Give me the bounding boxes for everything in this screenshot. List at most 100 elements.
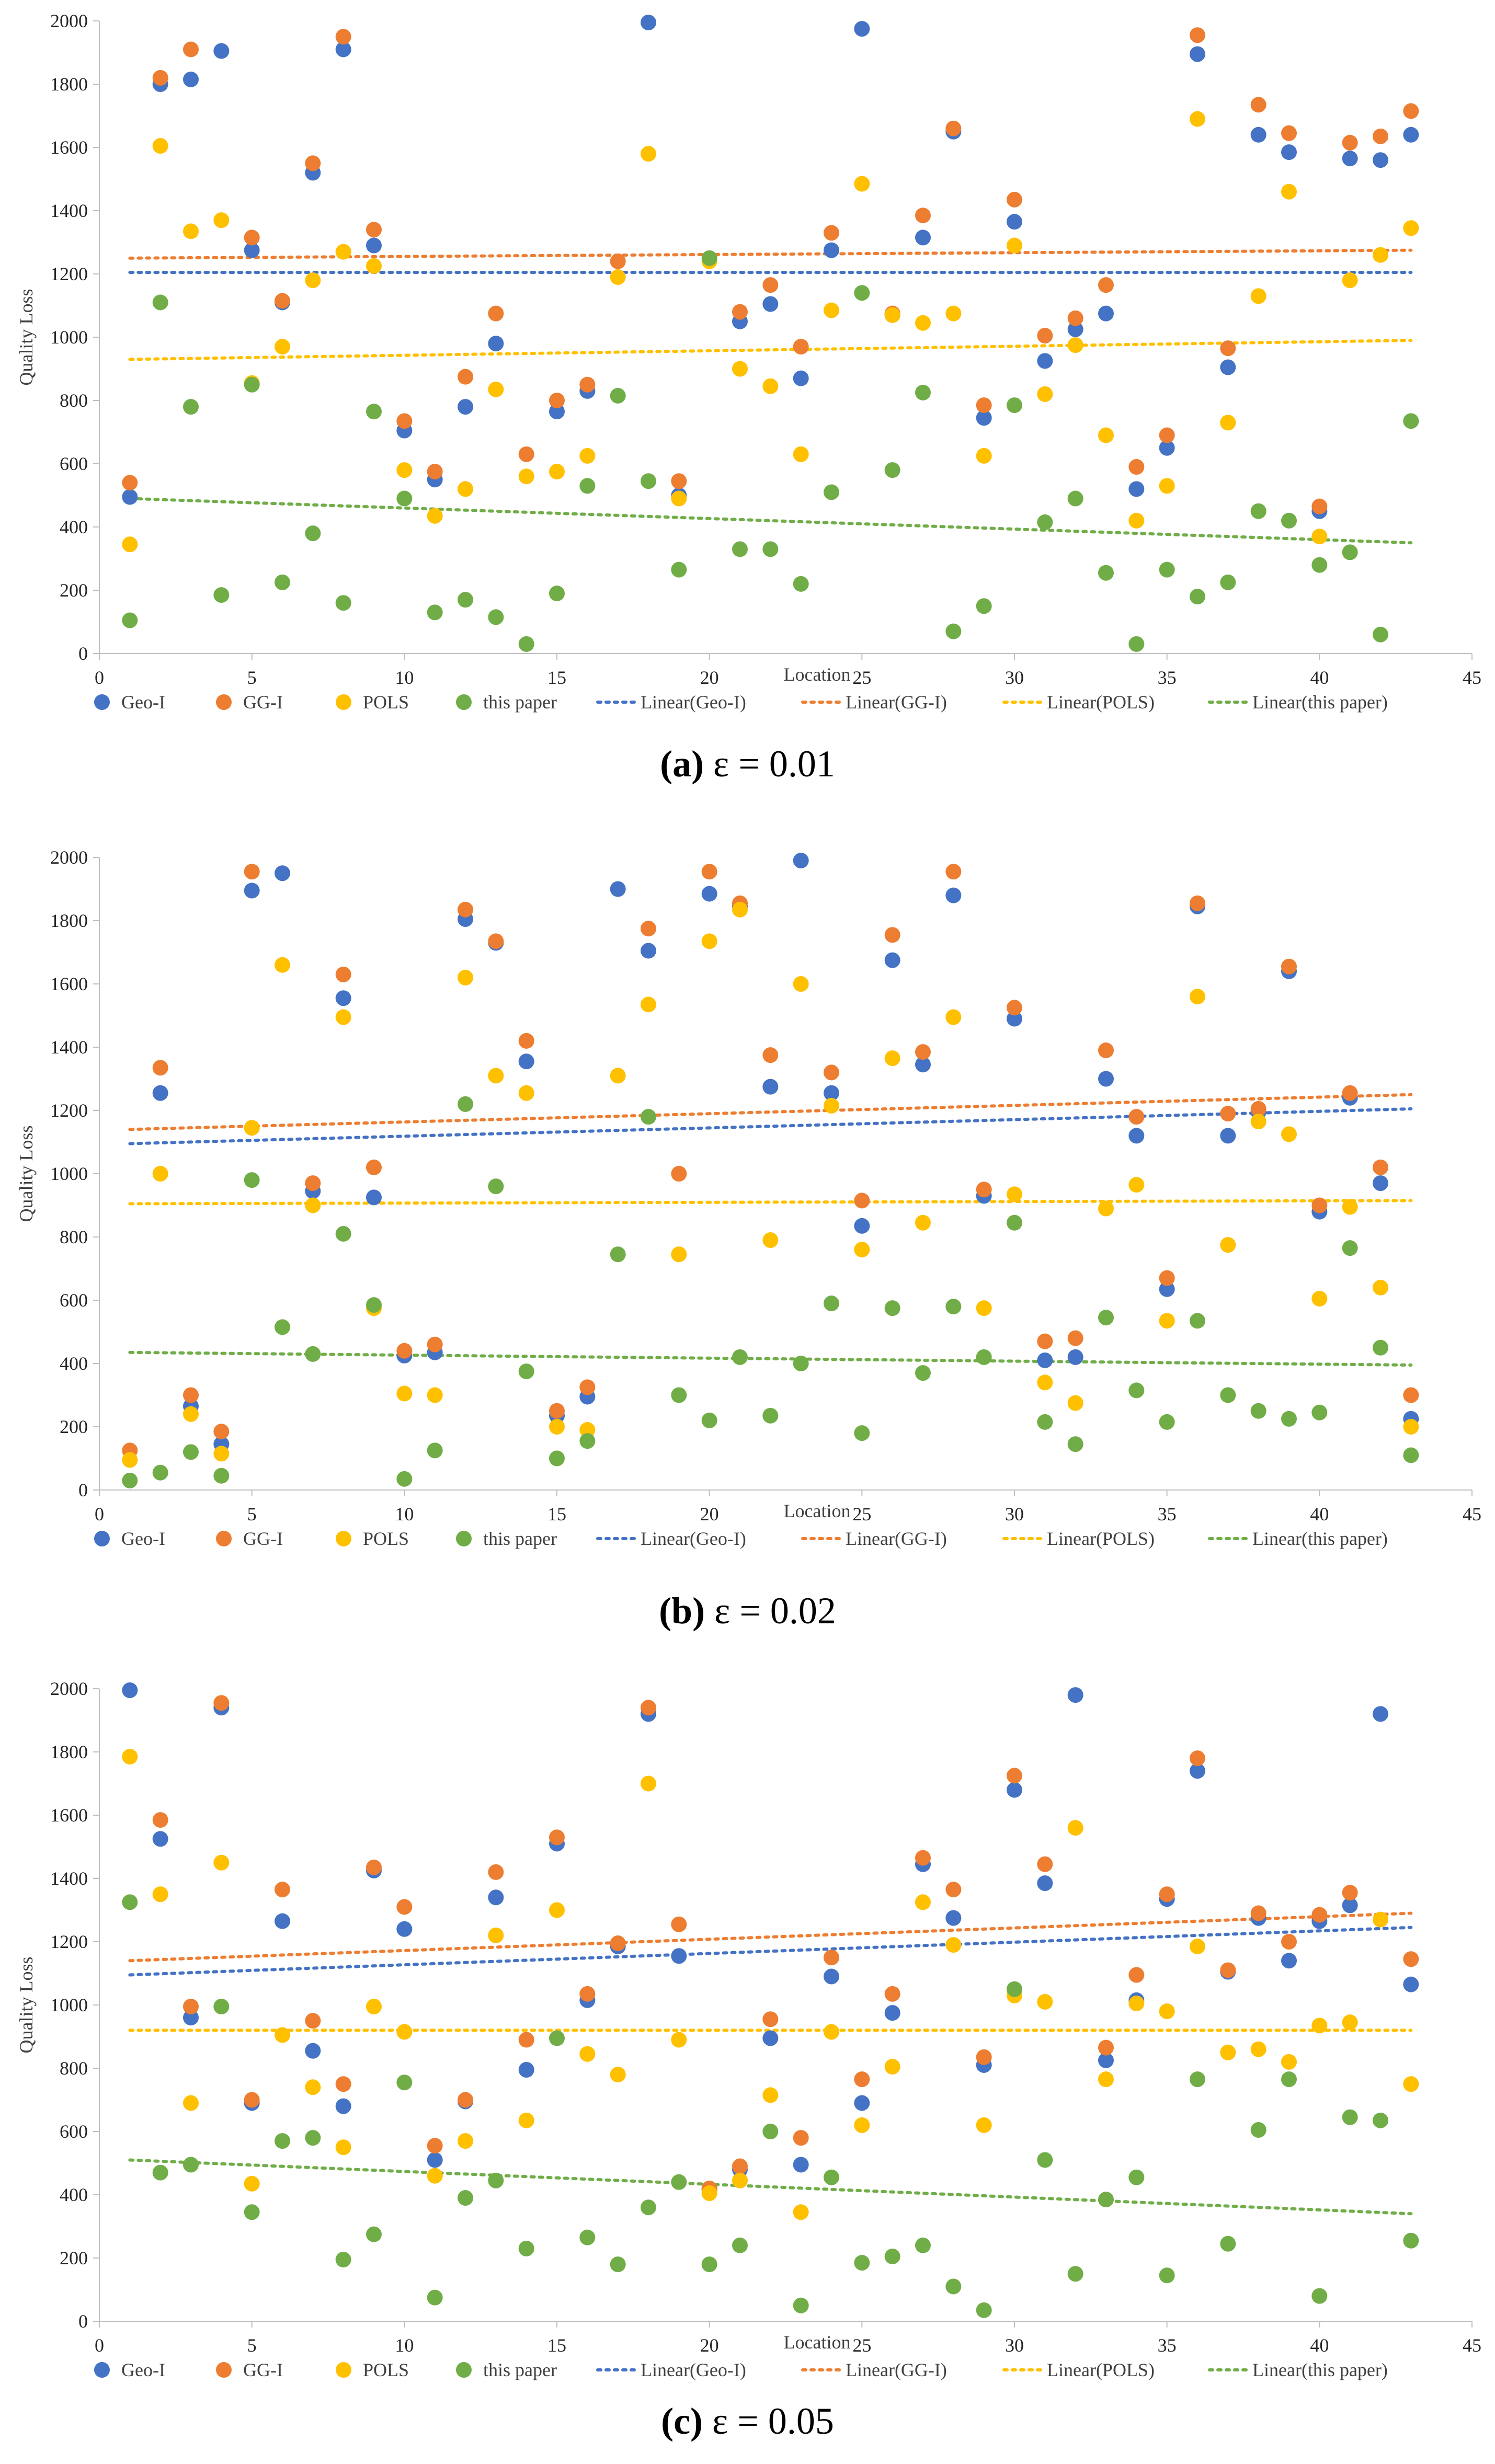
point-geo-i <box>824 1085 839 1101</box>
point-gg-i <box>1128 459 1145 475</box>
point-this-paper <box>396 490 413 507</box>
point-gg-i <box>366 222 382 238</box>
point-geo-i <box>458 399 473 415</box>
point-gg-i <box>884 927 900 943</box>
x-tick-label: 45 <box>1463 1504 1481 1525</box>
point-gg-i <box>824 1950 839 1966</box>
point-pols <box>579 2046 596 2062</box>
point-gg-i <box>549 1403 565 1419</box>
point-geo-i <box>244 883 260 899</box>
point-pols <box>1159 478 1175 494</box>
caption-c-epsilon: ε = 0.05 <box>712 2400 834 2442</box>
point-gg-i <box>275 293 290 309</box>
point-this-paper <box>915 2237 931 2253</box>
point-this-paper <box>366 404 382 420</box>
point-this-paper <box>671 561 687 578</box>
point-this-paper <box>579 1433 596 1449</box>
legend-marker-gg-i <box>216 1531 232 1546</box>
point-pols <box>1250 1114 1266 1130</box>
point-gg-i <box>1281 125 1297 141</box>
point-this-paper <box>152 294 168 311</box>
point-pols <box>1067 337 1083 353</box>
point-gg-i <box>854 2071 870 2088</box>
point-pols <box>488 1927 504 1943</box>
x-tick-label: 35 <box>1158 2335 1177 2356</box>
x-axis-title: Location <box>784 2332 851 2353</box>
point-geo-i <box>1220 1128 1236 1144</box>
point-this-paper <box>488 2172 504 2188</box>
point-pols <box>854 176 870 192</box>
point-pols <box>335 1009 351 1025</box>
point-gg-i <box>244 864 260 880</box>
point-geo-i <box>884 952 900 968</box>
scatter-chart-c: 0 200 400 600 800 1000 1200 1400 1600 1800 2000 0 5 1… <box>16 1678 1481 2380</box>
legend-label-gg-i: GG-I <box>243 1528 283 1549</box>
point-geo-i <box>427 2152 443 2168</box>
y-tick-label: 800 <box>60 2058 88 2079</box>
point-this-paper <box>1098 565 1114 581</box>
point-gg-i <box>427 464 443 480</box>
point-pols <box>732 2172 748 2188</box>
x-tick-label: 40 <box>1310 667 1329 688</box>
point-geo-i <box>1342 151 1358 167</box>
point-this-paper <box>366 1297 382 1313</box>
point-gg-i <box>976 397 992 414</box>
point-gg-i <box>1342 134 1358 151</box>
point-pols <box>976 1300 992 1316</box>
point-pols <box>1007 1186 1022 1202</box>
y-tick-label: 600 <box>60 2121 88 2142</box>
point-geo-i <box>610 881 626 897</box>
point-this-paper <box>641 2199 656 2216</box>
point-this-paper <box>275 1319 290 1335</box>
x-tick-label: 30 <box>1005 2335 1024 2356</box>
point-gg-i <box>1373 1159 1388 1175</box>
point-geo-i <box>488 1889 504 1906</box>
x-axis-title: Location <box>784 664 851 685</box>
point-this-paper <box>1311 1404 1328 1420</box>
scatter-chart-b: 0 200 400 600 800 1000 1200 1400 1600 1800 2000 0 5 1… <box>16 847 1481 1549</box>
point-gg-i <box>244 2092 260 2108</box>
y-axis-title: Quality Loss <box>16 1126 37 1222</box>
point-geo-i <box>335 990 351 1006</box>
point-pols <box>976 2117 992 2133</box>
point-gg-i <box>945 1882 962 1898</box>
x-tick-label: 45 <box>1463 667 1481 688</box>
x-tick-label: 30 <box>1005 667 1024 688</box>
point-pols <box>579 448 596 464</box>
point-gg-i <box>213 1695 230 1711</box>
point-gg-i <box>335 29 351 45</box>
caption-a-label: (a) <box>660 743 704 785</box>
point-pols <box>244 1120 260 1136</box>
point-this-paper <box>641 1109 656 1125</box>
point-this-paper <box>122 1894 138 1910</box>
point-this-paper <box>213 1999 230 2015</box>
legend-label-geo-i: Geo-I <box>121 2359 165 2380</box>
point-gg-i <box>1190 27 1205 43</box>
legend-label-linear-geo-i: Linear(Geo-I) <box>641 2359 746 2380</box>
point-gg-i <box>1098 2039 1114 2056</box>
point-pols <box>183 223 199 239</box>
point-pols <box>854 2117 870 2133</box>
legend-label-pols: POLS <box>363 2359 409 2380</box>
point-this-paper <box>1281 512 1297 529</box>
point-gg-i <box>488 933 504 949</box>
point-pols <box>458 2133 473 2149</box>
chart-panel-b: 0 200 400 600 800 1000 1200 1400 1600 1800 2000 0 5 1… <box>0 836 1495 1636</box>
point-gg-i <box>335 966 351 982</box>
trendline-linear-gg-i <box>128 1093 1413 1131</box>
x-tick-label: 40 <box>1310 1504 1329 1525</box>
point-gg-i <box>945 120 962 136</box>
point-gg-i <box>305 155 321 171</box>
point-geo-i <box>854 2095 870 2111</box>
point-this-paper <box>1190 589 1205 605</box>
legend-label-linear-gg-i: Linear(GG-I) <box>846 1528 947 1549</box>
point-pols <box>1403 1419 1419 1435</box>
point-pols <box>488 381 504 397</box>
legend-label-linear-pols: Linear(POLS) <box>1047 1528 1155 1549</box>
point-pols <box>579 1422 596 1438</box>
point-this-paper <box>854 1425 870 1441</box>
point-gg-i <box>1311 1907 1328 1923</box>
point-gg-i <box>549 1829 565 1846</box>
point-gg-i <box>793 339 809 355</box>
point-pols <box>915 315 931 331</box>
